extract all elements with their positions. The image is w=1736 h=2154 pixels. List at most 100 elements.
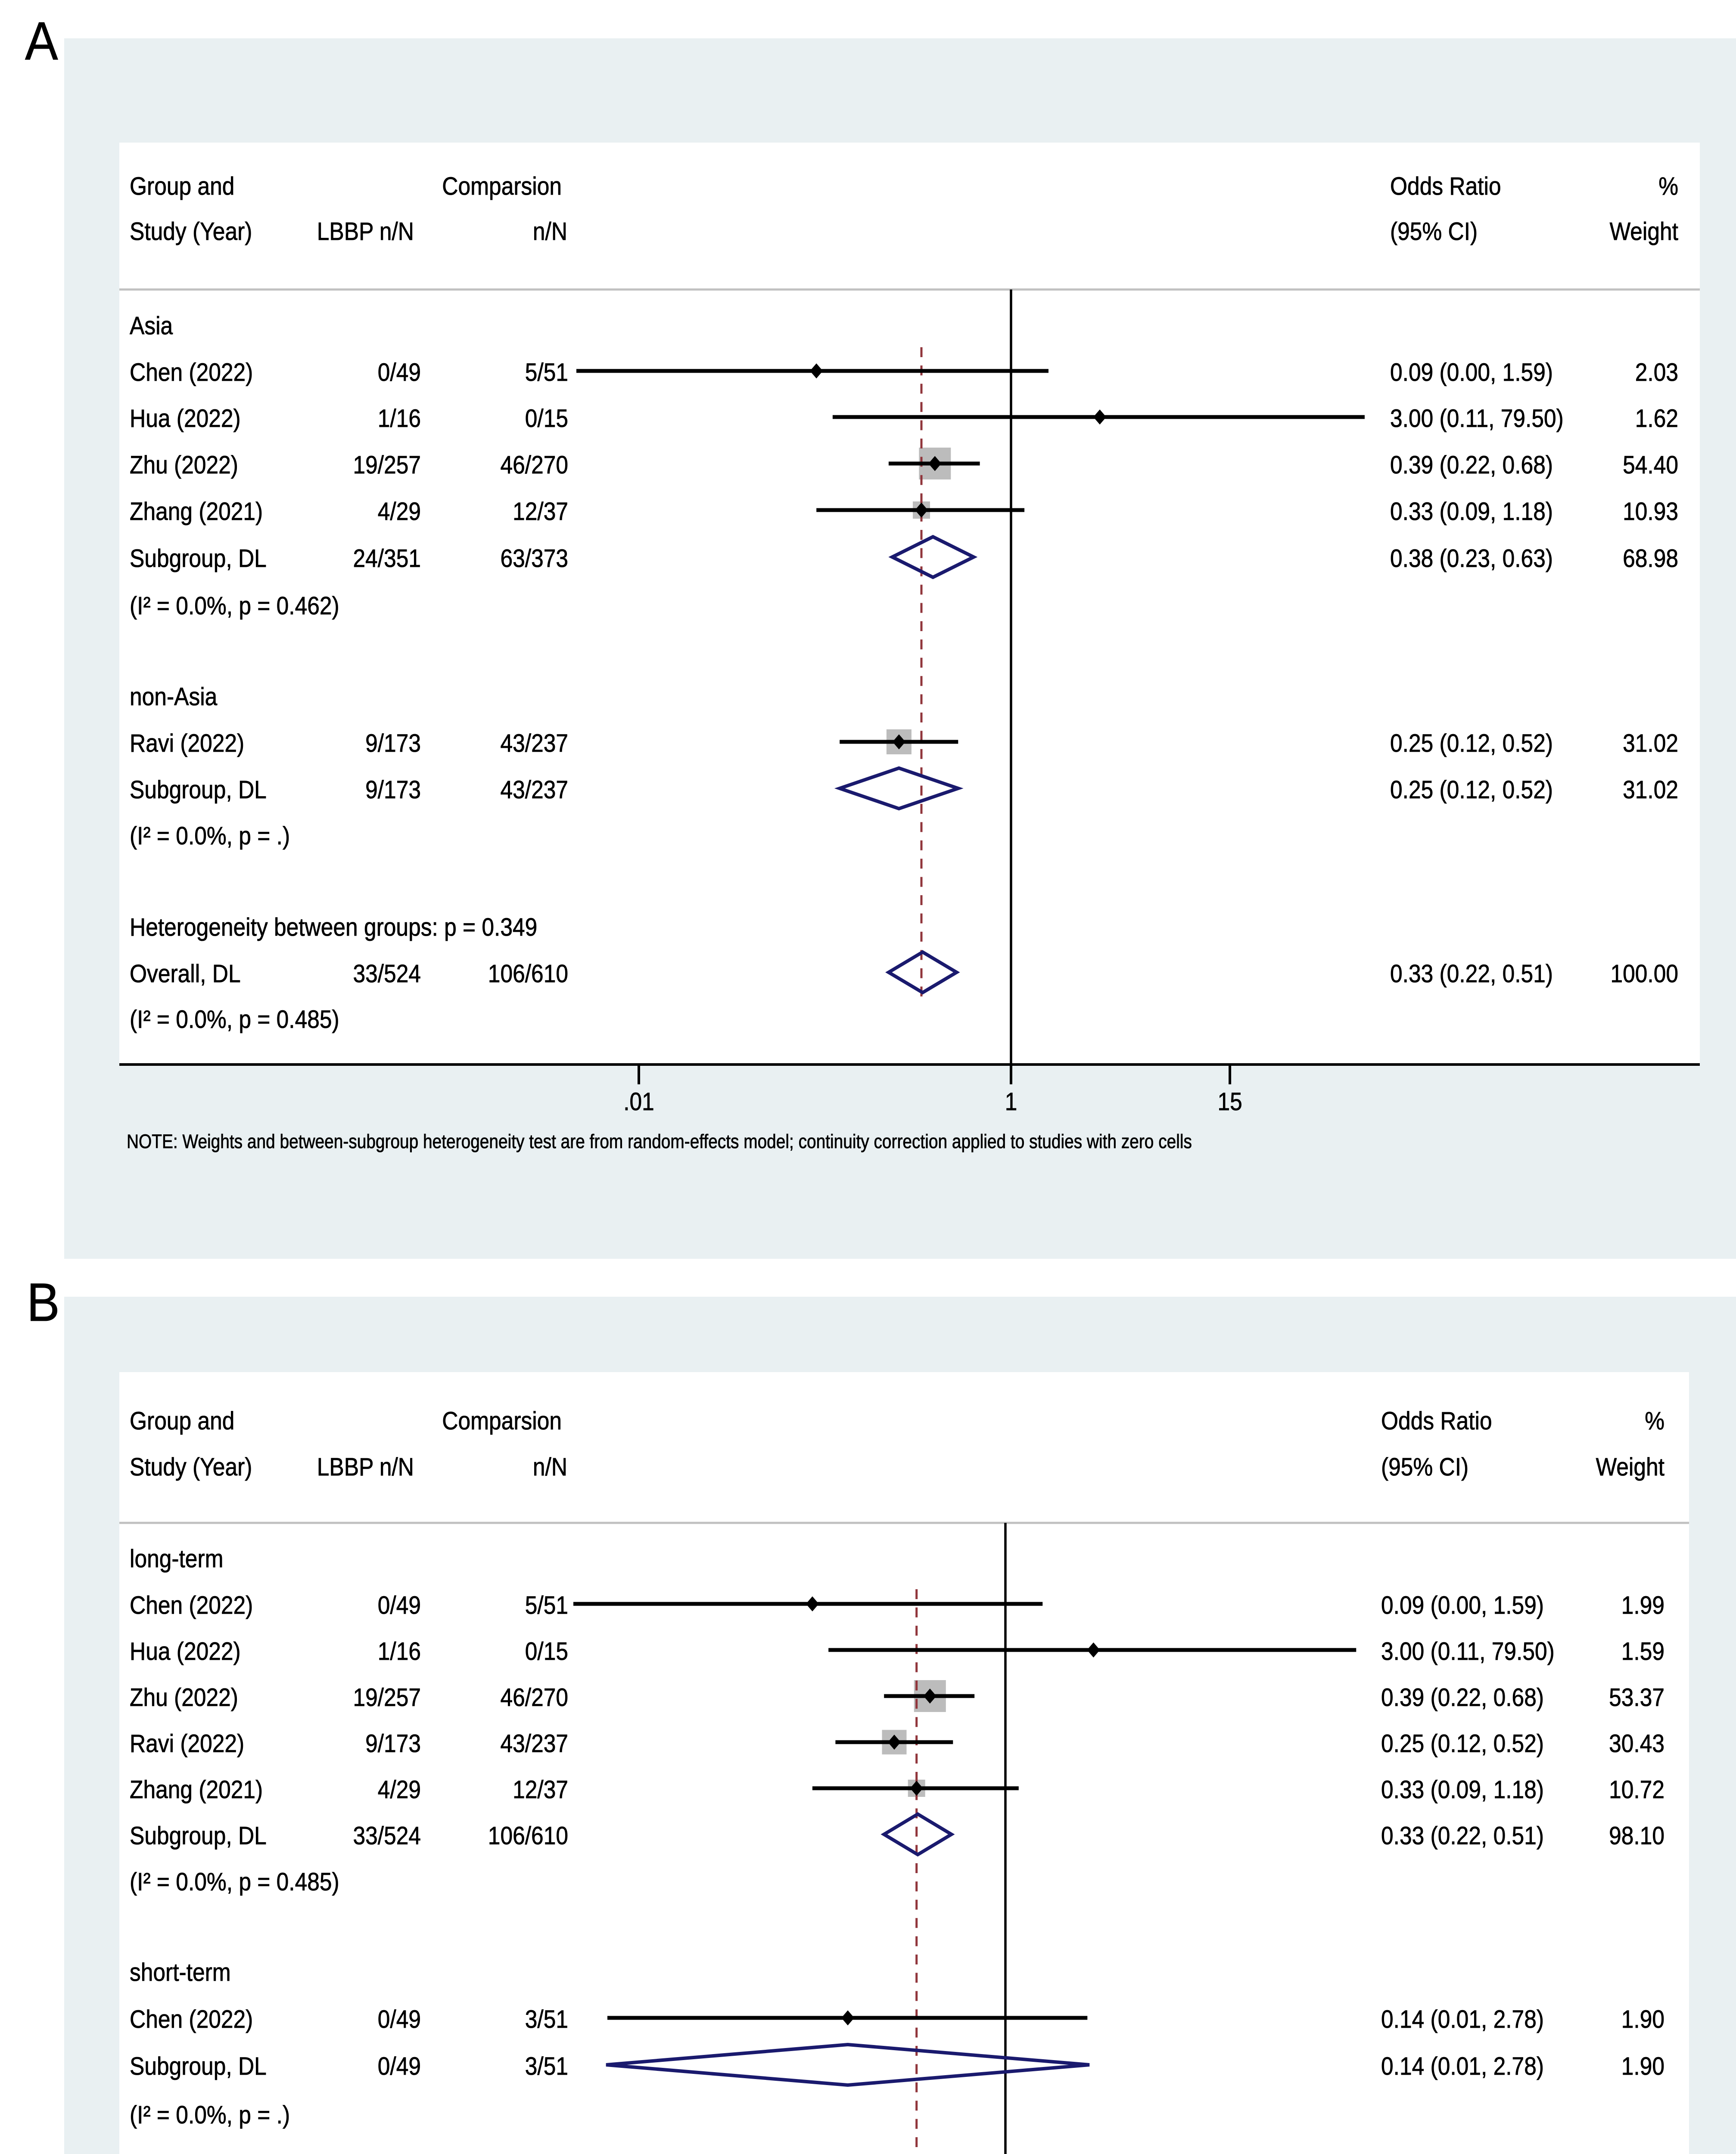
svg-text:0.25 (0.12, 0.52): 0.25 (0.12, 0.52): [1390, 776, 1553, 804]
svg-text:Chen (2022): Chen (2022): [130, 358, 253, 386]
svg-text:Zhang (2021): Zhang (2021): [130, 1776, 263, 1804]
svg-text:0.33 (0.22, 0.51): 0.33 (0.22, 0.51): [1390, 960, 1553, 988]
svg-text:Ravi (2022): Ravi (2022): [130, 729, 244, 757]
svg-text:33/524: 33/524: [353, 960, 421, 988]
svg-text:Group and: Group and: [130, 1407, 234, 1435]
svg-text:long-term: long-term: [130, 1545, 224, 1573]
svg-text:Odds Ratio: Odds Ratio: [1390, 172, 1501, 200]
svg-text:46/270: 46/270: [501, 451, 569, 479]
svg-text:19/257: 19/257: [353, 1684, 421, 1712]
svg-text:0.33 (0.09, 1.18): 0.33 (0.09, 1.18): [1381, 1776, 1544, 1804]
svg-text:Comparsion: Comparsion: [442, 1407, 562, 1435]
svg-text:24/351: 24/351: [353, 545, 421, 573]
svg-text:106/610: 106/610: [488, 960, 568, 988]
svg-text:0.25 (0.12, 0.52): 0.25 (0.12, 0.52): [1381, 1730, 1544, 1758]
svg-text:1/16: 1/16: [378, 405, 421, 433]
svg-text:Weight: Weight: [1610, 218, 1678, 246]
svg-text:0.09 (0.00, 1.59): 0.09 (0.00, 1.59): [1381, 1591, 1544, 1619]
svg-text:4/29: 4/29: [378, 1776, 421, 1804]
svg-text:n/N: n/N: [533, 1453, 567, 1481]
svg-text:n/N: n/N: [533, 218, 567, 246]
svg-text:3.00 (0.11, 79.50): 3.00 (0.11, 79.50): [1390, 405, 1564, 433]
svg-text:3/51: 3/51: [525, 2052, 568, 2080]
svg-text:31.02: 31.02: [1623, 729, 1678, 757]
svg-text:Subgroup, DL: Subgroup, DL: [130, 776, 267, 804]
svg-text:Weight: Weight: [1596, 1453, 1664, 1481]
svg-text:15: 15: [1217, 1088, 1242, 1116]
svg-text:(I² = 0.0%, p = 0.485): (I² = 0.0%, p = 0.485): [130, 1868, 339, 1896]
svg-text:(I² = 0.0%, p = 0.485): (I² = 0.0%, p = 0.485): [130, 1005, 339, 1033]
svg-text:1.59: 1.59: [1621, 1637, 1664, 1665]
svg-text:Group and: Group and: [130, 172, 234, 200]
svg-text:4/29: 4/29: [378, 498, 421, 526]
svg-text:5/51: 5/51: [525, 1591, 568, 1619]
svg-text:30.43: 30.43: [1609, 1730, 1664, 1758]
svg-text:63/373: 63/373: [501, 545, 569, 573]
svg-text:0.25 (0.12, 0.52): 0.25 (0.12, 0.52): [1390, 729, 1553, 757]
svg-text:Chen (2022): Chen (2022): [130, 2005, 253, 2033]
svg-text:0.39 (0.22, 0.68): 0.39 (0.22, 0.68): [1381, 1684, 1544, 1712]
svg-text:LBBP n/N: LBBP n/N: [317, 218, 414, 246]
svg-text:B: B: [27, 1273, 60, 1332]
svg-text:Chen (2022): Chen (2022): [130, 1591, 253, 1619]
svg-text:1: 1: [1005, 1088, 1017, 1116]
svg-text:0.09 (0.00, 1.59): 0.09 (0.00, 1.59): [1390, 358, 1553, 386]
svg-text:19/257: 19/257: [353, 451, 421, 479]
svg-text:Hua (2022): Hua (2022): [130, 405, 241, 433]
svg-text:A: A: [25, 11, 58, 71]
svg-text:Heterogeneity between groups:: Heterogeneity between groups: p = 0.349: [130, 913, 537, 941]
svg-text:Zhu (2022): Zhu (2022): [130, 451, 238, 479]
svg-text:46/270: 46/270: [501, 1684, 569, 1712]
svg-text:Ravi (2022): Ravi (2022): [130, 1730, 244, 1758]
svg-text:1.99: 1.99: [1621, 1591, 1664, 1619]
svg-text:54.40: 54.40: [1623, 451, 1678, 479]
svg-text:(95% CI): (95% CI): [1390, 218, 1478, 246]
svg-text:0/49: 0/49: [378, 1591, 421, 1619]
svg-text:43/237: 43/237: [501, 776, 569, 804]
svg-text:43/237: 43/237: [501, 729, 569, 757]
svg-text:10.93: 10.93: [1623, 498, 1678, 526]
svg-text:0.38 (0.23, 0.63): 0.38 (0.23, 0.63): [1390, 545, 1553, 573]
svg-text:98.10: 98.10: [1609, 1822, 1664, 1850]
svg-text:2.03: 2.03: [1635, 358, 1678, 386]
svg-text:0.14 (0.01, 2.78): 0.14 (0.01, 2.78): [1381, 2005, 1544, 2033]
svg-text:0.33 (0.22, 0.51): 0.33 (0.22, 0.51): [1381, 1822, 1544, 1850]
svg-text:3/51: 3/51: [525, 2005, 568, 2033]
svg-text:Zhu (2022): Zhu (2022): [130, 1684, 238, 1712]
svg-text:100.00: 100.00: [1611, 960, 1679, 988]
svg-text:Odds Ratio: Odds Ratio: [1381, 1407, 1492, 1435]
svg-text:(I² = 0.0%, p = .): (I² = 0.0%, p = .): [130, 822, 290, 850]
svg-text:106/610: 106/610: [488, 1822, 568, 1850]
svg-text:0/49: 0/49: [378, 2052, 421, 2080]
svg-text:Subgroup, DL: Subgroup, DL: [130, 1822, 267, 1850]
svg-text:NOTE: Weights and between-subg: NOTE: Weights and between-subgroup heter…: [127, 1130, 1192, 1152]
svg-text:(95% CI): (95% CI): [1381, 1453, 1468, 1481]
svg-text:Overall, DL: Overall, DL: [130, 960, 241, 988]
svg-text:0.14 (0.01, 2.78): 0.14 (0.01, 2.78): [1381, 2052, 1544, 2080]
svg-text:Hua (2022): Hua (2022): [130, 1637, 241, 1665]
svg-text:43/237: 43/237: [501, 1730, 569, 1758]
svg-text:33/524: 33/524: [353, 1822, 421, 1850]
svg-text:0.33 (0.09, 1.18): 0.33 (0.09, 1.18): [1390, 498, 1553, 526]
svg-text:(I² = 0.0%, p = 0.462): (I² = 0.0%, p = 0.462): [130, 592, 339, 620]
svg-text:68.98: 68.98: [1623, 545, 1678, 573]
svg-text:Subgroup, DL: Subgroup, DL: [130, 2052, 267, 2080]
svg-text:non-Asia: non-Asia: [130, 683, 218, 711]
svg-text:(I² = 0.0%, p = .): (I² = 0.0%, p = .): [130, 2101, 290, 2129]
svg-text:1.90: 1.90: [1621, 2005, 1664, 2033]
svg-text:3.00 (0.11, 79.50): 3.00 (0.11, 79.50): [1381, 1637, 1555, 1665]
svg-text:0/49: 0/49: [378, 358, 421, 386]
svg-text:%: %: [1658, 172, 1678, 200]
svg-text:Comparsion: Comparsion: [442, 172, 562, 200]
svg-text:53.37: 53.37: [1609, 1684, 1664, 1712]
svg-text:12/37: 12/37: [513, 498, 568, 526]
svg-text:1.90: 1.90: [1621, 2052, 1664, 2080]
svg-text:9/173: 9/173: [365, 729, 421, 757]
svg-text:.01: .01: [623, 1088, 654, 1116]
svg-text:9/173: 9/173: [365, 776, 421, 804]
svg-text:12/37: 12/37: [513, 1776, 568, 1804]
svg-text:Zhang (2021): Zhang (2021): [130, 498, 263, 526]
svg-text:Subgroup, DL: Subgroup, DL: [130, 545, 267, 573]
svg-text:Study (Year): Study (Year): [130, 218, 252, 246]
svg-text:31.02: 31.02: [1623, 776, 1678, 804]
